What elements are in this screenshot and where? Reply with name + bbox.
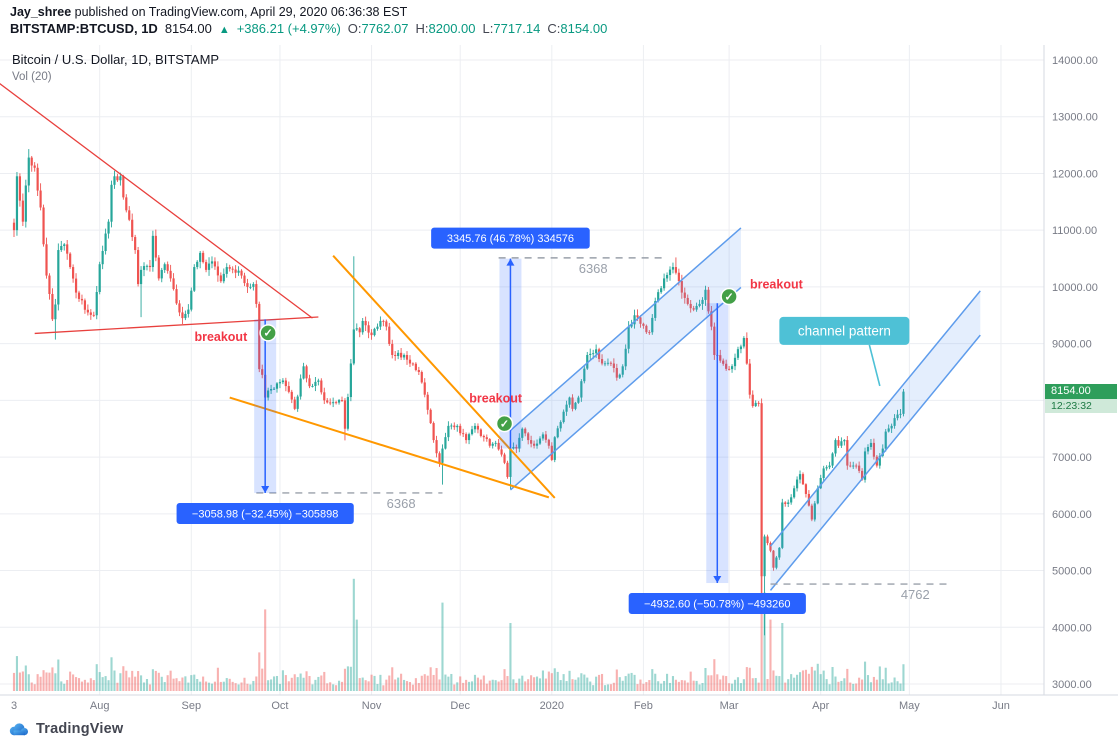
time-axis-label: Apr — [812, 700, 829, 712]
time-axis-label: Mar — [720, 700, 739, 712]
axes[interactable]: 14000.00 13000.00 12000.00 11000.00 10000.00… — [0, 45, 1118, 712]
breakout-label[interactable]: breakout — [469, 392, 523, 406]
breakout-check-icon: ✓ — [495, 414, 514, 433]
price-axis-label: 9000.00 — [1052, 339, 1092, 351]
low-value: L:7717.14 — [482, 21, 541, 36]
time-axis-label: 2020 — [540, 700, 564, 712]
callout-box[interactable] — [779, 316, 910, 345]
grid — [0, 45, 1044, 695]
descending-triangle-upper-line[interactable] — [0, 83, 313, 319]
measure-label: −4932.60 (−50.78%) −493260 — [644, 599, 791, 611]
measure-label-box[interactable] — [628, 593, 806, 615]
publish-text: published on TradingView.com, April 29, … — [71, 5, 408, 19]
svg-text:✓: ✓ — [500, 418, 509, 430]
symbol-info-bar: BITSTAMP:BTCUSD, 1D 8154.00 ▲ +386.21 (+… — [10, 21, 607, 36]
time-axis-label: Nov — [362, 700, 382, 712]
price-axis-label: 5000.00 — [1052, 566, 1092, 578]
level-label: 6368 — [387, 496, 416, 511]
measure-label: −3058.98 (−32.45%) −305898 — [192, 508, 339, 520]
falling-wedge-lower-line[interactable] — [229, 396, 550, 499]
descending-triangle-lower-line[interactable] — [34, 316, 319, 335]
price-axis-label: 4000.00 — [1052, 622, 1092, 634]
callout-text: channel pattern — [798, 323, 891, 338]
price-axis-label: 13000.00 — [1052, 112, 1098, 124]
breakout-label[interactable]: breakout — [750, 278, 804, 292]
rising-channel-mar-apr[interactable] — [770, 290, 981, 591]
time-axis-label: Aug — [90, 700, 110, 712]
price-axis-label: 6000.00 — [1052, 509, 1092, 521]
measure-label-box[interactable] — [176, 502, 354, 524]
svg-text:✓: ✓ — [725, 291, 734, 303]
level-label: 6368 — [579, 261, 608, 276]
measure-label: 3345.76 (46.78%) 334576 — [447, 233, 574, 245]
price-axis-label: 11000.00 — [1052, 225, 1097, 237]
price-axis-label: 10000.00 — [1052, 282, 1098, 294]
breakout-label[interactable]: breakout — [194, 330, 248, 344]
price-axis-label: 3000.00 — [1052, 679, 1092, 691]
volume-bars — [12, 575, 905, 691]
price-change: +386.21 (+4.97%) — [236, 21, 341, 36]
publish-info-line: Jay_shree published on TradingView.com, … — [10, 5, 407, 19]
last-price-badge: 8154.00 — [1045, 384, 1117, 399]
breakout-check-icon: ✓ — [259, 324, 277, 342]
volume-indicator-label[interactable]: Vol (20) — [12, 71, 52, 83]
high-value: H:8200.00 — [415, 21, 476, 36]
time-axis-label: May — [899, 700, 920, 712]
rising-channel-dec-feb[interactable] — [510, 227, 741, 490]
time-axis-label: Jun — [992, 700, 1010, 712]
footer-brand[interactable]: TradingView — [8, 721, 123, 737]
time-axis-label: 3 — [11, 700, 17, 712]
tradingview-cloud-logo-icon — [9, 723, 28, 736]
time-axis-label: Dec — [450, 700, 470, 712]
falling-wedge-upper-line[interactable] — [332, 255, 556, 499]
measure-label-box[interactable] — [431, 227, 590, 249]
author-name: Jay_shree — [10, 5, 72, 19]
level-label: 4762 — [901, 587, 930, 602]
time-axis-label: Oct — [271, 700, 288, 712]
breakout-check-icon: ✓ — [720, 287, 738, 306]
drawings[interactable]: 6368 6368 4762 3345.76 (46.78%) 334576 −3058… — [0, 83, 981, 615]
brand-name[interactable]: TradingView — [36, 721, 124, 737]
open-value: O:7762.07 — [347, 21, 409, 36]
symbol-name: BITSTAMP:BTCUSD, 1D — [10, 21, 158, 36]
svg-text:✓: ✓ — [264, 328, 273, 340]
price-axis-label: 7000.00 — [1052, 452, 1092, 464]
last-price: 8154.00 — [164, 21, 212, 36]
time-axis-label: Feb — [634, 700, 653, 712]
up-arrow-icon: ▲ — [218, 24, 230, 36]
time-axis-label: Sep — [182, 700, 202, 712]
price-axis-label: 14000.00 — [1052, 55, 1098, 67]
pane-symbol-title[interactable]: Bitcoin / U.S. Dollar, 1D, BITSTAMP — [12, 52, 220, 67]
bar-countdown-badge: 12:23:32 — [1045, 399, 1117, 413]
price-axis-label: 12000.00 — [1052, 168, 1098, 180]
close-value: C:8154.00 — [547, 21, 608, 36]
